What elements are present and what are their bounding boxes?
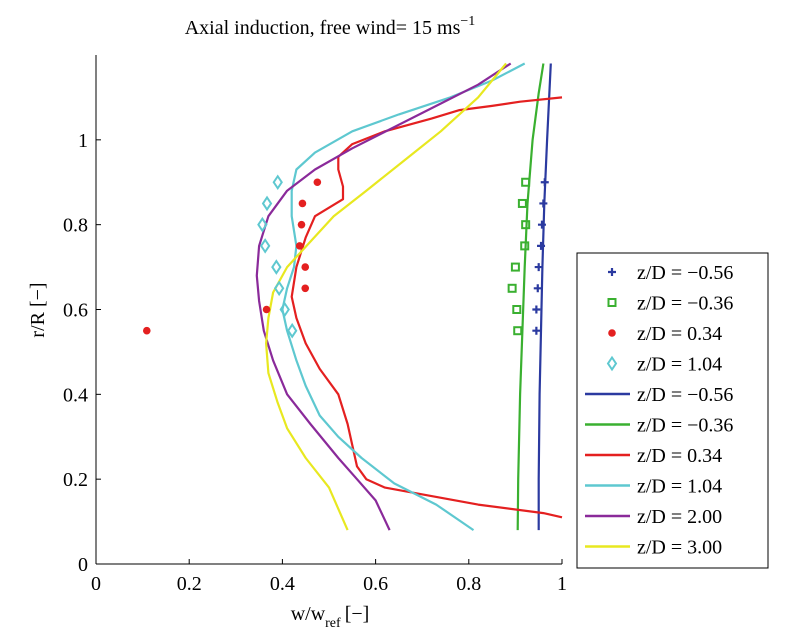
legend: z/D = −0.56 z/D = −0.36 z/D = 0.34 z/D = 1.… [576,252,769,569]
marker-series-zd1p04 [257,174,298,339]
legend-marker [608,268,616,276]
data-point [539,199,548,208]
x-tick-label: 0.4 [270,573,295,595]
legend-label: z/D = 3.00 [637,537,722,559]
x-ticks: 0 0.2 0.4 0.6 0.8 1 [91,559,567,595]
data-point [532,305,541,314]
legend-label: z/D = 1.04 [637,476,722,498]
data-point [298,199,307,208]
data-point [510,262,520,272]
legend-label: z/D = 0.34 [637,323,722,345]
data-point [537,241,546,250]
data-point [279,301,290,318]
data-point [271,259,282,275]
data-point [507,283,517,293]
data-point [521,177,531,187]
data-point [533,284,542,293]
y-ticks: 0 0.2 0.4 0.6 0.8 1 [63,130,101,576]
data-point [537,220,546,229]
data-point [262,305,271,314]
data-point [273,280,285,297]
legend-label: z/D = −0.36 [637,415,733,437]
data-point [261,195,273,212]
y-tick-label: 0.8 [63,215,88,237]
line-series-zdminus0p36 [516,63,545,531]
x-axis-label: w/wref [−] [291,603,370,631]
legend-entry: z/D = −0.56 [585,384,733,406]
data-point [286,322,298,339]
legend-entry: z/D = 3.00 [585,537,722,559]
x-tick-label: 1 [557,573,567,595]
x-tick-label: 0.6 [363,573,388,595]
data-point [540,178,549,187]
x-tick-label: 0.2 [177,573,202,595]
line-series-zd2p00 [255,62,512,531]
legend-entry: z/D = 2.00 [585,506,722,528]
legend-entry: z/D = −0.36 [607,293,733,315]
line-series-zd0p34 [290,96,563,519]
data-point [532,326,541,335]
y-tick-label: 0.2 [63,469,88,491]
data-point [257,216,268,233]
data-point [313,178,322,187]
x-tick-label: 0.8 [456,573,481,595]
data-point [142,326,151,335]
line-series-zdminus0p56 [537,63,552,531]
legend-entry: z/D = −0.56 [608,262,733,284]
data-point [301,284,310,293]
legend-entry: z/D = 1.04 [585,476,722,498]
legend-marker [606,355,618,372]
plot-area [142,62,563,532]
data-point [297,220,306,229]
y-tick-label: 0.4 [63,384,88,406]
legend-entry: z/D = −0.36 [585,415,733,437]
legend-marker [607,298,617,307]
data-point [295,242,304,250]
legend-label: z/D = −0.56 [637,384,733,406]
data-point [534,263,543,272]
y-axis-label: r/R [−] [27,282,49,337]
x-tick-label: 0 [91,573,101,595]
data-point [513,326,523,336]
data-point [520,241,530,251]
legend-entry: z/D = 0.34 [585,445,722,467]
y-tick-label: 0 [78,554,88,576]
line-series-zd3p00 [265,62,507,531]
y-tick-label: 1 [78,130,88,152]
line-series-zd1p04 [281,62,526,532]
marker-series-zdminus0p56 [532,178,549,335]
legend-label: z/D = −0.56 [637,262,733,284]
chart-title: Axial induction, free wind= 15 ms−1 [185,14,476,39]
legend-marker [608,329,616,337]
marker-series-zdminus0p36 [507,177,531,336]
data-point [521,220,531,230]
legend-entry: z/D = 1.04 [606,354,722,376]
marker-series-layer [142,174,549,339]
data-point [512,305,522,314]
data-point [301,263,310,271]
legend-label: z/D = 0.34 [637,445,722,467]
legend-label: z/D = 2.00 [637,506,722,528]
legend-entry: z/D = 0.34 [608,323,722,345]
legend-label: z/D = 1.04 [637,354,722,376]
data-point [517,198,527,208]
line-series-layer [255,62,563,532]
legend-label: z/D = −0.36 [637,293,733,315]
y-tick-label: 0.6 [63,300,88,322]
data-point [272,174,283,191]
legend-items: z/D = −0.56 z/D = −0.36 z/D = 0.34 z/D = 1.… [585,262,733,559]
marker-series-zd0p34 [142,178,322,335]
data-point [259,238,271,254]
